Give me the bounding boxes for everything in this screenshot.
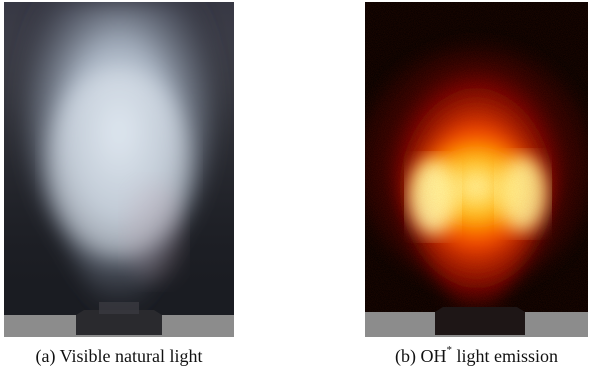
- burner-nozzle: [435, 307, 525, 335]
- oh-emission-image: [365, 2, 588, 337]
- caption-a: (a) Visible natural light: [35, 346, 203, 366]
- caption-b: (b) OH* light emission: [394, 344, 558, 366]
- visible-light-flame: [4, 2, 234, 337]
- burner-nozzle: [76, 310, 162, 335]
- oh-emission-flame: [365, 2, 588, 337]
- visible-light-image: [4, 2, 234, 337]
